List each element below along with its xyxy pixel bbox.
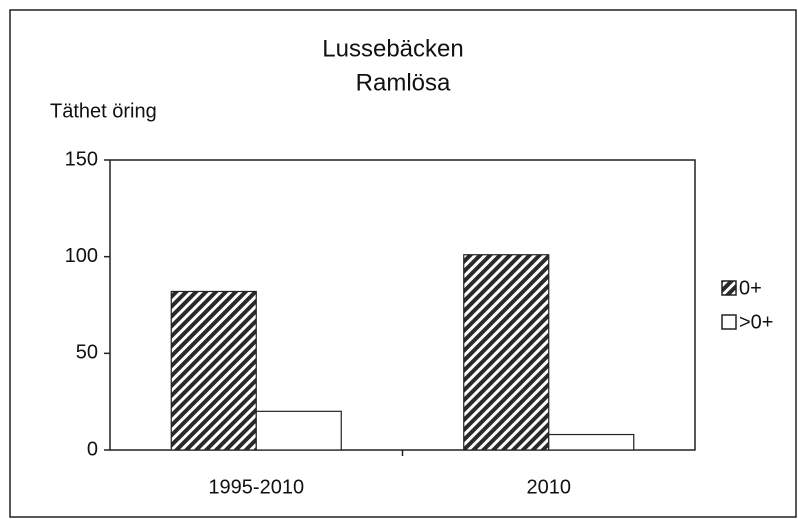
y-axis-label: Täthet öring [50, 100, 157, 122]
x-tick-label: 1995-2010 [208, 476, 304, 498]
frame [9, 9, 797, 518]
y-tick-label: 100 [65, 245, 98, 267]
y-tick-label: 50 [76, 342, 98, 364]
bar [463, 254, 550, 451]
y-tick-label: 150 [65, 148, 98, 170]
legend-label: >0+ [739, 311, 773, 333]
legend-swatch [721, 314, 737, 330]
legend-label: 0+ [739, 277, 762, 299]
chart-title: Lussebäcken [322, 35, 463, 62]
bar [170, 290, 257, 451]
x-tick-label: 2010 [527, 476, 572, 498]
y-tick-label: 0 [87, 438, 98, 460]
bar [255, 410, 342, 451]
chart-subtitle: Ramlösa [356, 69, 451, 96]
legend-swatch [721, 280, 737, 296]
bar [548, 433, 635, 451]
